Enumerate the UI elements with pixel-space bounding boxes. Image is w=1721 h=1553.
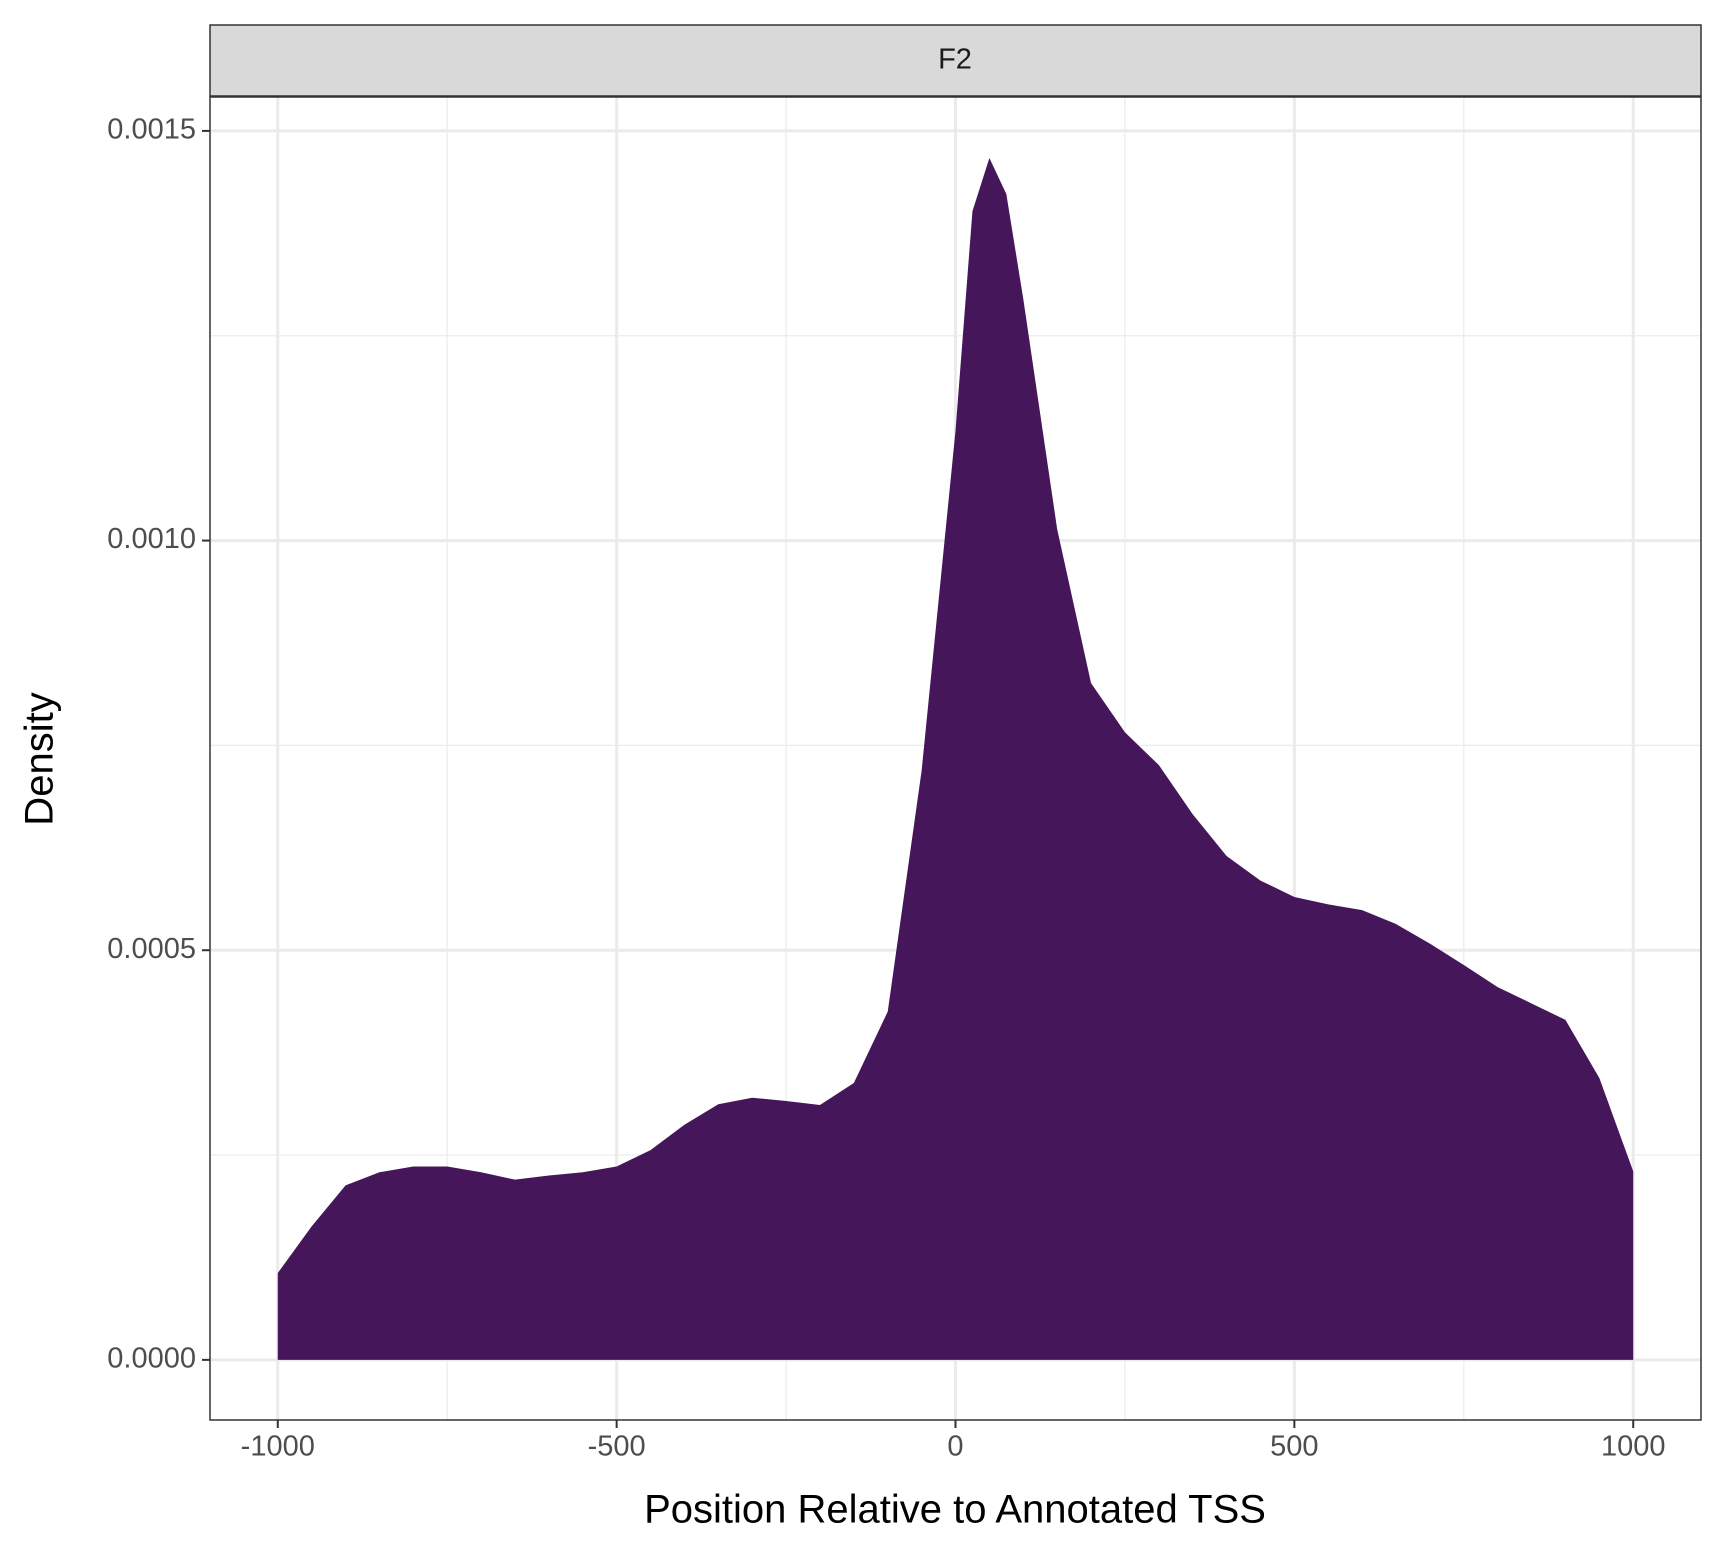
facet-label: F2: [938, 44, 972, 76]
x-tick-label: -500: [588, 1431, 646, 1463]
y-tick-label: 0.0000: [107, 1343, 196, 1375]
facet-strip: [209, 24, 1702, 97]
x-tick-label: 0: [947, 1431, 963, 1463]
y-tick-label: 0.0005: [107, 933, 196, 965]
y-tick-label: 0.0015: [107, 114, 196, 146]
x-axis-title: Position Relative to Annotated TSS: [644, 1488, 1266, 1532]
x-tick-label: 1000: [1601, 1431, 1666, 1463]
plot-area: [210, 97, 1701, 1420]
y-axis-title: Density: [18, 692, 62, 825]
density-area: [277, 157, 1634, 1360]
x-tick-label: 500: [1270, 1431, 1318, 1463]
y-tick-label: 0.0010: [107, 523, 196, 555]
x-tick-label: -1000: [241, 1431, 315, 1463]
